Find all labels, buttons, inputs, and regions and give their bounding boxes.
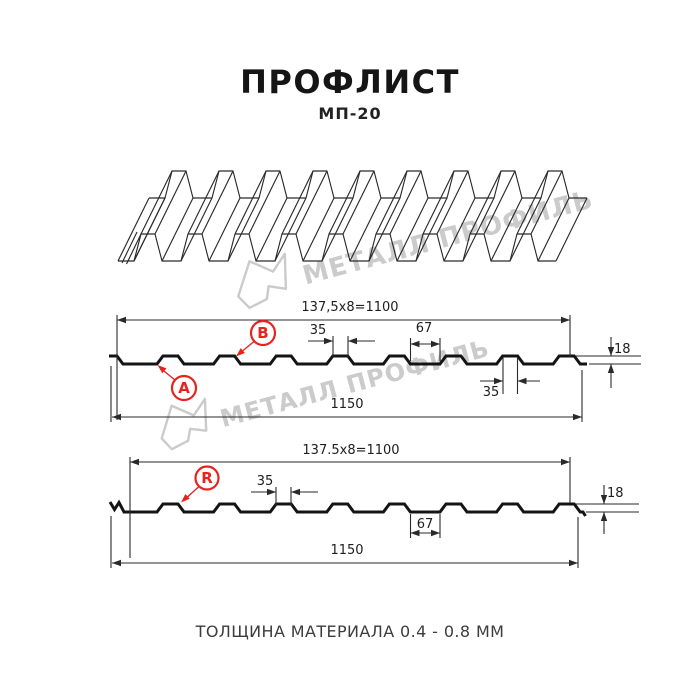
dim-module-2: 137.5x8=1100 xyxy=(302,443,399,458)
dim-rib-2: 35 xyxy=(257,474,274,489)
dim-height-1: 18 xyxy=(614,342,631,357)
dim-rib-bottom-1: 35 xyxy=(483,385,500,400)
page-title: ПРОФЛИСТ xyxy=(240,63,460,101)
side-b-label: B xyxy=(257,324,268,342)
dimension-arrowheads xyxy=(112,316,615,567)
marker-b-leader xyxy=(242,340,255,352)
side-r-label: R xyxy=(201,469,213,487)
page-subtitle: МП-20 xyxy=(318,104,381,123)
cross-section-profile-side-r xyxy=(108,499,587,517)
dim-total-2: 1150 xyxy=(330,543,363,558)
marker-a-leader xyxy=(163,370,176,382)
metal-profile-logo-icon xyxy=(237,252,288,310)
cross-section-profile-side-ab xyxy=(109,354,587,366)
sheet-3d-perspective-view xyxy=(117,170,588,265)
dim-flat-2: 67 xyxy=(417,517,434,532)
footer-note: ТОЛЩИНА МАТЕРИАЛА 0.4 - 0.8 ММ xyxy=(195,622,505,641)
dim-rib-top-1: 35 xyxy=(310,323,327,338)
dim-flat-1: 67 xyxy=(416,321,433,336)
side-r-marker xyxy=(194,465,220,491)
dim-height-2: 18 xyxy=(607,486,624,501)
side-markers: A B R xyxy=(163,319,277,498)
side-a-label: A xyxy=(178,379,190,397)
side-b-marker xyxy=(249,319,277,347)
marker-r-leader xyxy=(187,485,200,498)
dim-total-1: 1150 xyxy=(330,397,363,412)
section2-dimension-labels: 137.5x8=1100 35 67 18 1150 xyxy=(257,443,624,558)
section1-dimension-labels: 137,5x8=1100 35 67 35 18 1150 xyxy=(301,300,630,412)
dim-module-1: 137,5x8=1100 xyxy=(301,300,398,315)
metal-profile-logo-icon xyxy=(160,397,208,451)
side-a-marker xyxy=(170,374,198,402)
